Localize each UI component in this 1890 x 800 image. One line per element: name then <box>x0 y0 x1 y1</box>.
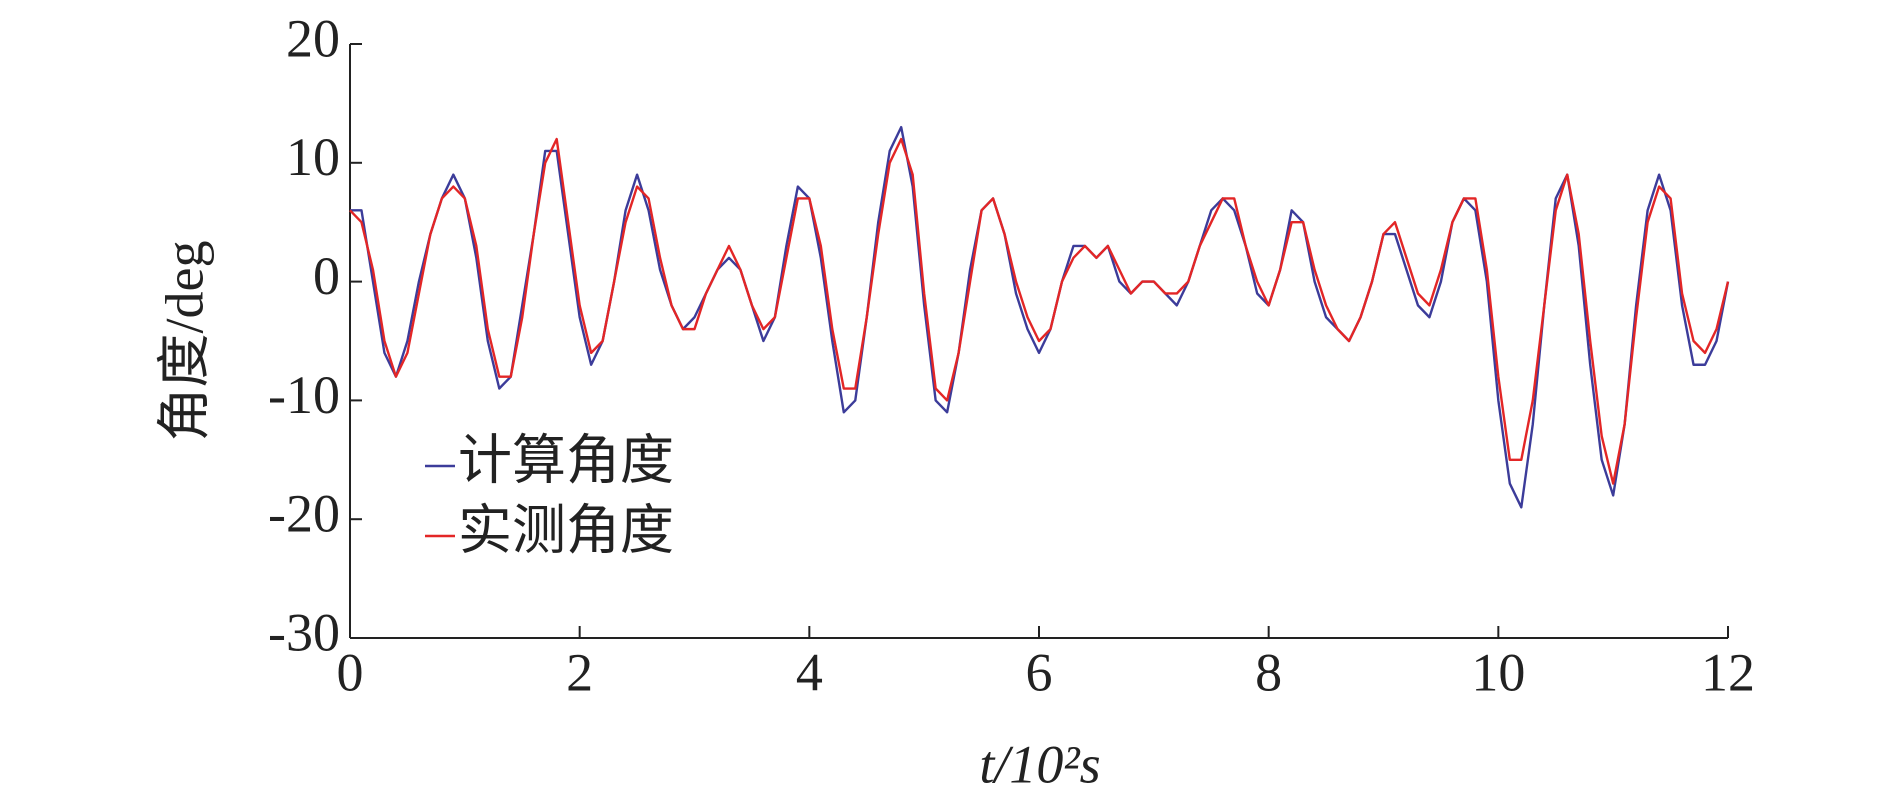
x-tick-label: 12 <box>1701 642 1755 702</box>
legend-label: 计算角度 <box>458 430 674 490</box>
x-tick-label: 6 <box>1026 642 1053 702</box>
y-tick-label: -20 <box>268 484 340 544</box>
x-tick-label: 2 <box>566 642 593 702</box>
x-tick-label: 4 <box>796 642 823 702</box>
y-tick-label: -10 <box>268 365 340 425</box>
y-tick-label: 20 <box>286 8 340 68</box>
x-tick-label: 8 <box>1255 642 1282 702</box>
x-tick-label: 10 <box>1471 642 1525 702</box>
y-tick-label: 10 <box>286 127 340 187</box>
series-line <box>350 125 1730 509</box>
y-tick-label: -30 <box>268 602 340 662</box>
legend-label: 实测角度 <box>458 500 674 560</box>
x-tick-label: 0 <box>337 642 364 702</box>
x-axis-label: t/10²s <box>979 734 1100 794</box>
series-line <box>349 137 1730 485</box>
y-tick-label: 0 <box>313 246 340 306</box>
y-axis-label: 角度/deg <box>154 241 214 442</box>
